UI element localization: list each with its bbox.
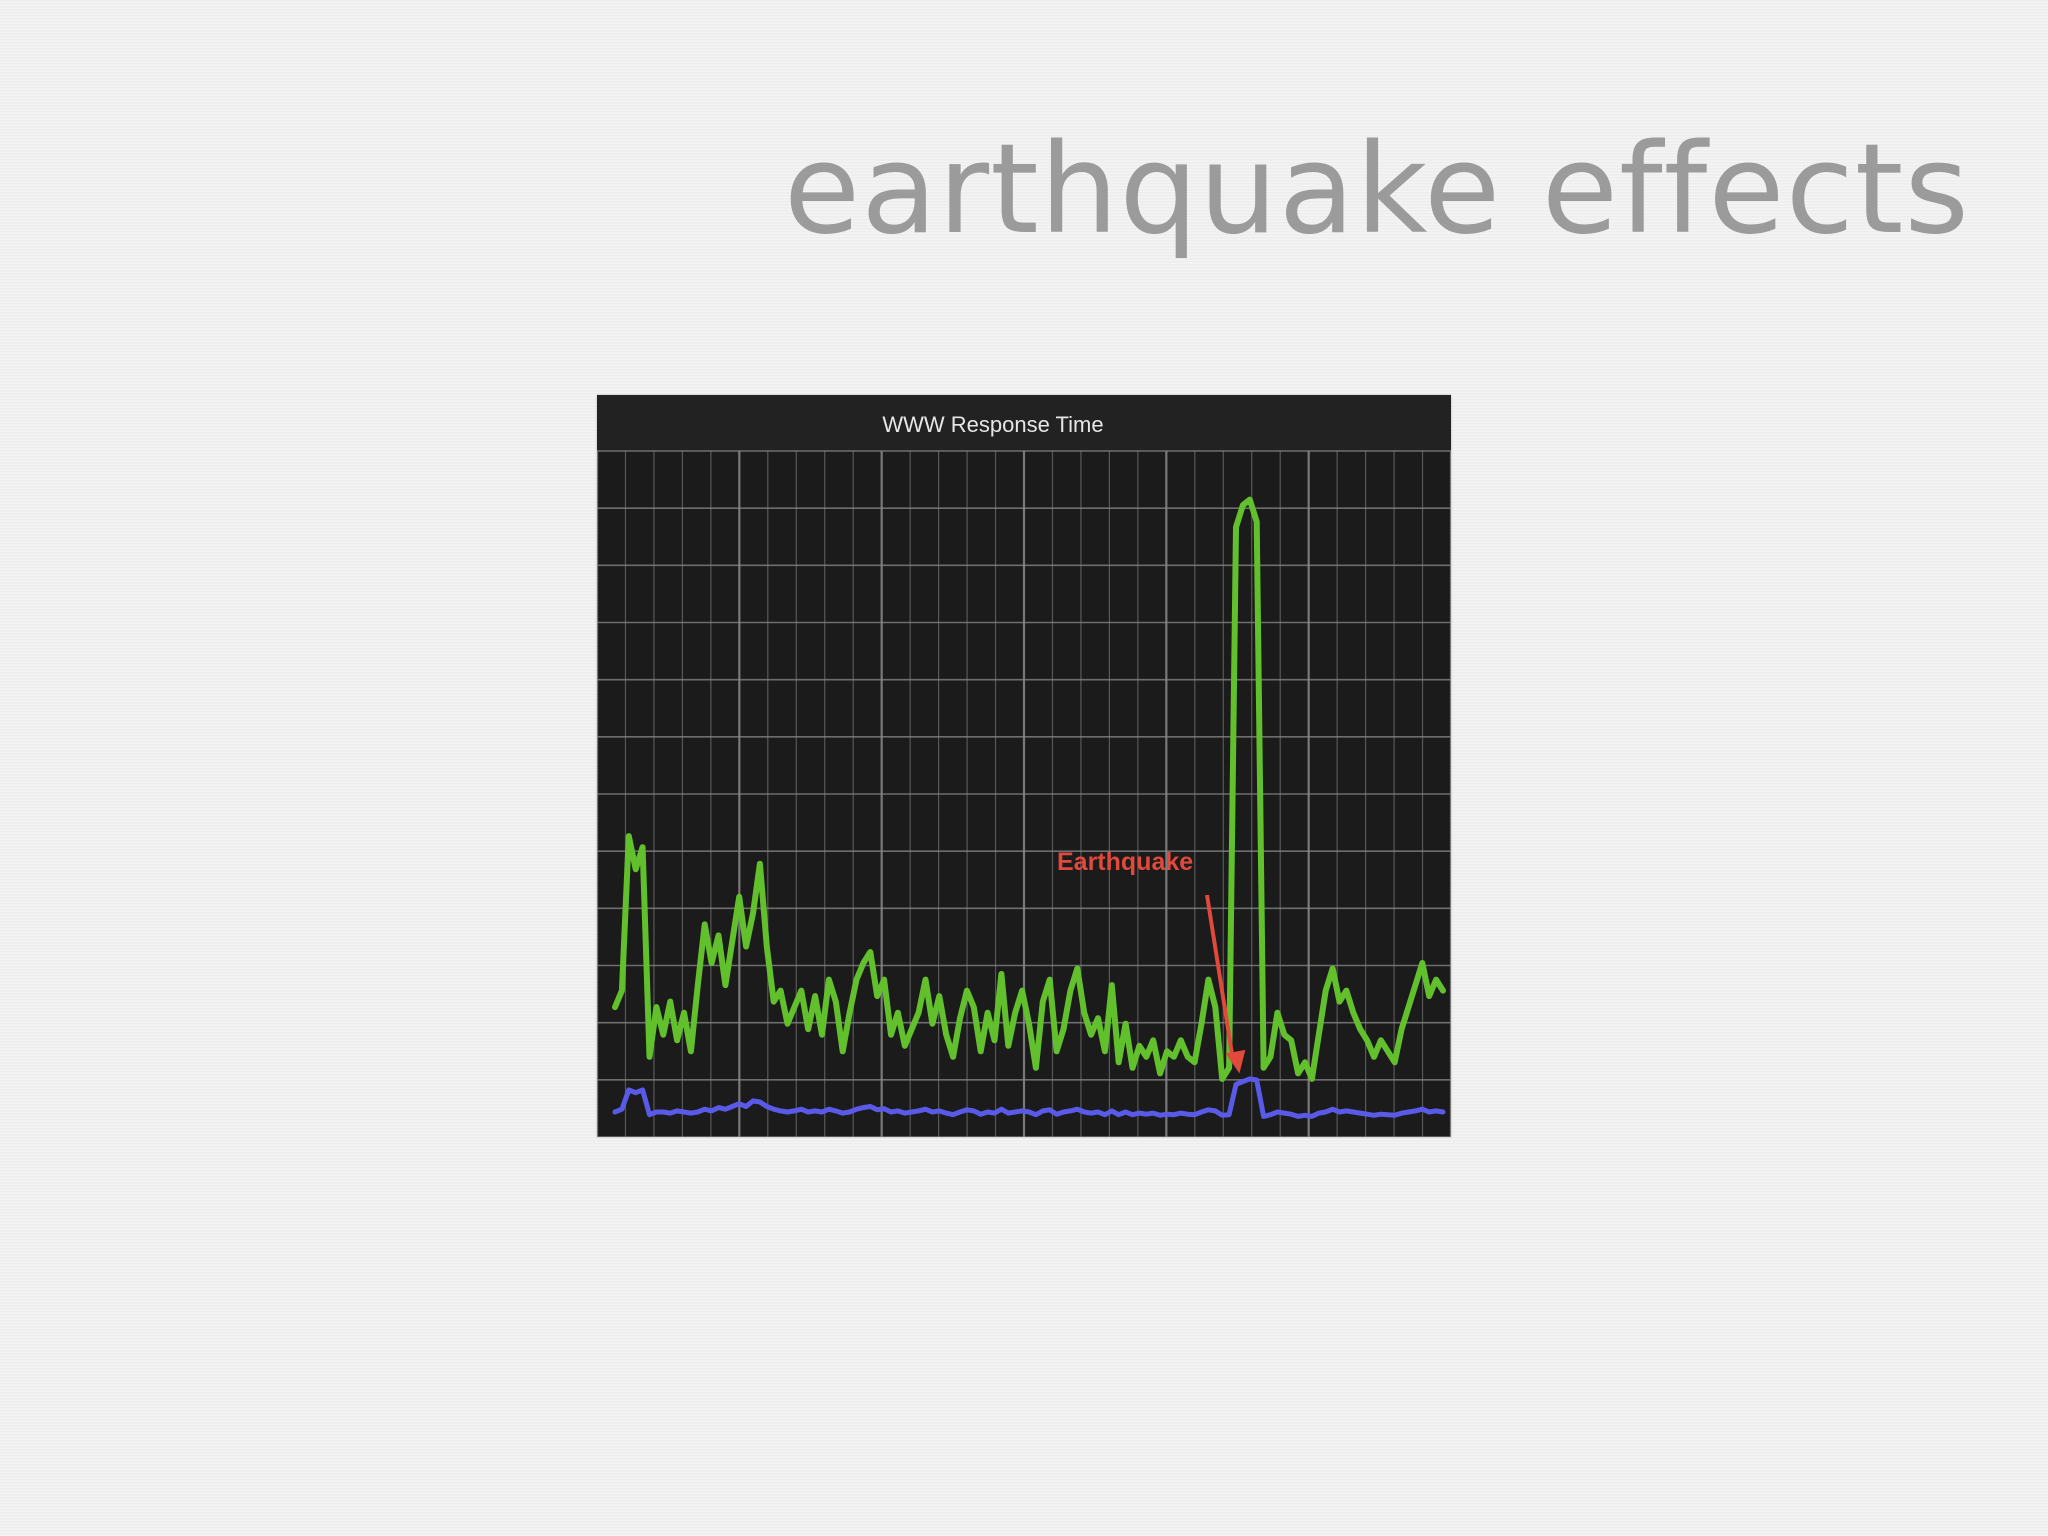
response-time-chart: WWW Response Time Earthquake [597, 395, 1451, 1137]
earthquake-arrow-shaft [1205, 894, 1236, 1064]
series-line-blue [612, 1076, 1446, 1119]
chart-canvas: WWW Response Time Earthquake [597, 395, 1451, 1137]
chart-title-bar [597, 395, 1451, 451]
slide-title: earthquake effects [783, 118, 1970, 262]
earthquake-arrow-head [1225, 1049, 1246, 1074]
chart-series [612, 496, 1446, 1119]
chart-title: WWW Response Time [882, 412, 1103, 437]
series-line-green [612, 496, 1446, 1082]
earthquake-annotation-label: Earthquake [1057, 848, 1193, 876]
chart-annotations: Earthquake [1057, 848, 1246, 1074]
